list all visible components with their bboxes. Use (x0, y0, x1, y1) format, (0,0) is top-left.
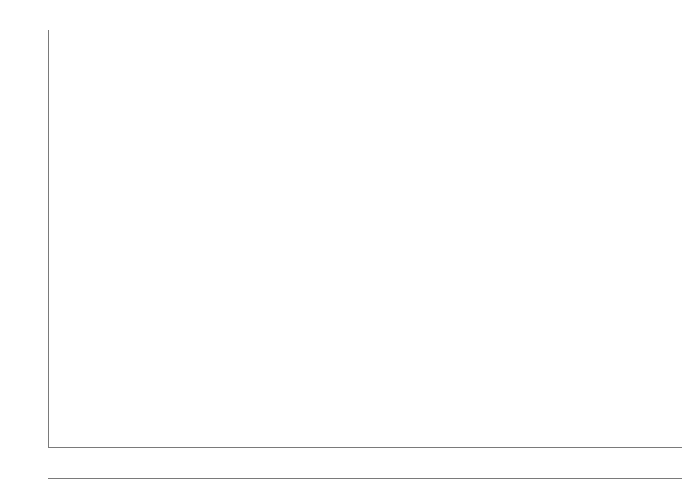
plot-area (48, 30, 682, 448)
legend-swatch (348, 490, 376, 493)
chart-svg (49, 30, 681, 446)
legend (48, 478, 682, 498)
chart-title (0, 6, 700, 23)
